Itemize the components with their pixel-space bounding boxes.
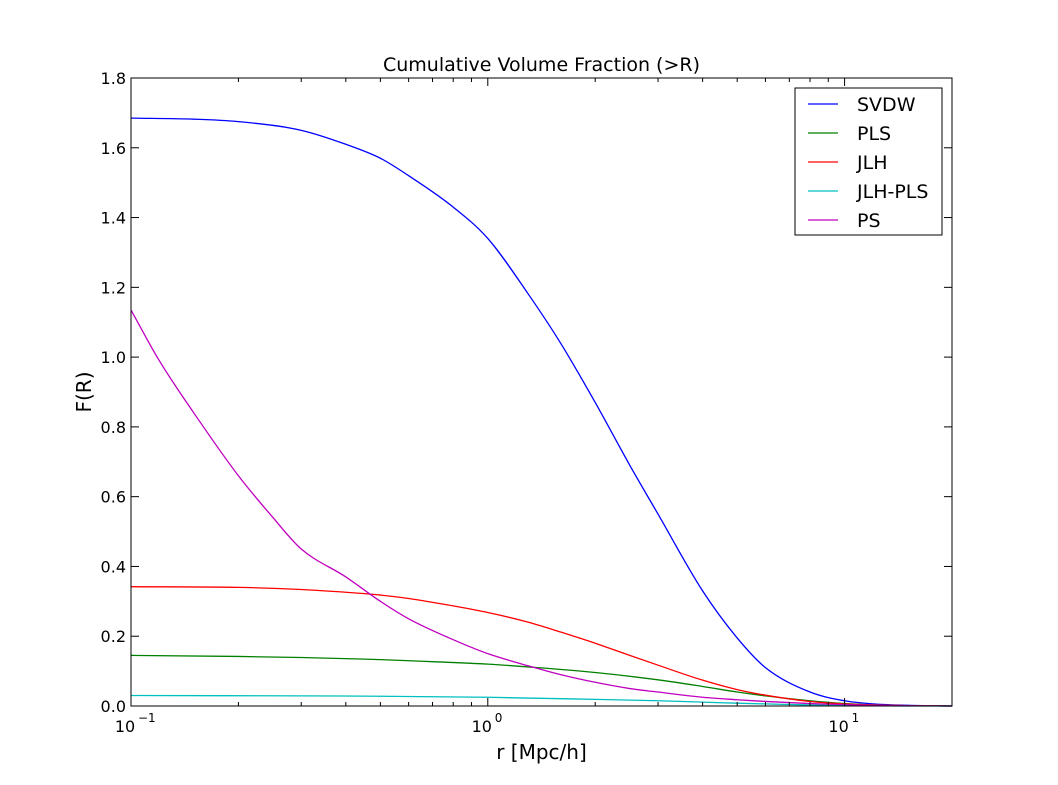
x-tick-exponent: 1 [852,711,860,725]
series-layer [130,117,953,707]
y-tick-label: 1.8 [101,69,126,88]
series-line-svdw [130,117,953,707]
legend-item-jlh-pls: JLH-PLS [808,181,928,203]
y-tick-label: 0.4 [101,557,126,576]
legend: SVDW PLS JLH JLH-PLS PS [794,87,943,236]
x-axis-label: r [Mpc/h] [496,740,587,764]
plot-frame [130,77,953,707]
y-tick-label: 1.4 [101,209,126,228]
series-line-ps [130,309,953,707]
x-tick-label: 10 0 [472,711,503,736]
y-tick-label: 0.6 [101,488,126,507]
y-tick-label: 1.6 [101,139,126,158]
x-tick-label: 10 1 [828,711,859,736]
x-tick-base: 10 [115,717,135,736]
legend-label: PLS [857,123,891,145]
x-tick-base: 10 [472,717,492,736]
chart-title: Cumulative Volume Fraction (>R) [383,54,700,76]
y-tick-label: 0.2 [101,627,126,646]
legend-label: SVDW [857,94,916,116]
legend-item-jlh: JLH [808,152,887,174]
x-tick-label: 10 −1 [115,711,156,736]
x-tick-exponent: 0 [495,711,503,725]
series-line-jlh [130,586,953,707]
legend-item-pls: PLS [808,123,891,145]
legend-label: JLH [856,152,887,174]
y-tick-label: 1.0 [101,348,126,367]
legend-item-svdw: SVDW [808,94,916,116]
y-tick-label: 0.8 [101,418,126,437]
x-tick-exponent: −1 [138,711,156,725]
y-tick-label: 1.2 [101,278,126,297]
ticks-layer: 0.00.20.40.60.81.01.21.41.61.810 −1 10 0 10 1 [101,69,952,736]
y-tick-label: 0.0 [101,697,126,716]
legend-label: PS [857,210,881,232]
y-axis-label: F(R) [72,371,96,412]
legend-item-ps: PS [808,210,881,232]
legend-label: JLH-PLS [856,181,928,203]
x-tick-base: 10 [828,717,848,736]
